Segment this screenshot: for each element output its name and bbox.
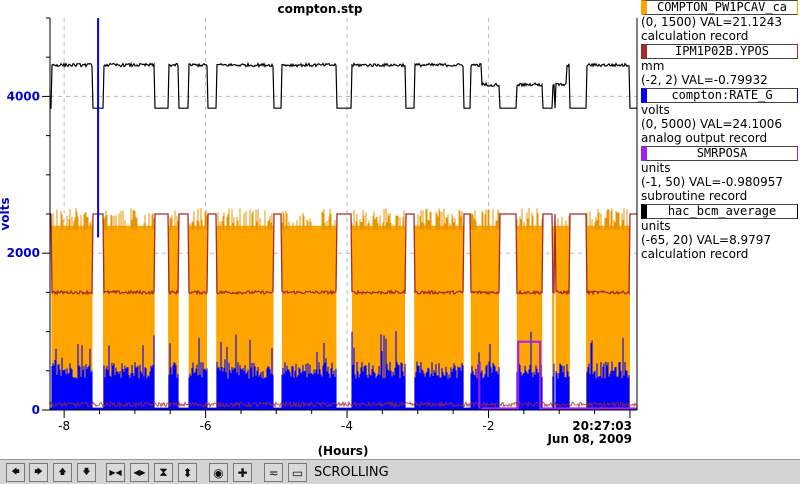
zoom-in-y-icon[interactable]: ⧗ xyxy=(154,463,173,482)
x-tick-label: -6 xyxy=(200,419,212,433)
y-tick-label: 4000 xyxy=(7,89,40,103)
legend-entry-name[interactable]: compton:RATE_G xyxy=(641,88,798,103)
end-time-label: 20:27:03 xyxy=(572,419,632,433)
chart[interactable]: -8 -6 -4 -2 0 2000 4000 volts (Hours) 20:27:03Jun… xyxy=(0,0,800,459)
legend-units: units xyxy=(641,219,671,233)
pan-right-icon[interactable]: 🡆 xyxy=(29,463,48,482)
legend-record-type: analog output record xyxy=(641,131,768,145)
y-tick-label: 0 xyxy=(32,403,40,417)
add-icon[interactable]: ✚ xyxy=(233,463,252,482)
legend-record-type: calculation record xyxy=(641,29,749,43)
stagger-icon[interactable]: ≂ xyxy=(264,463,283,482)
zoom-in-x-icon[interactable]: ▶◀ xyxy=(106,463,125,482)
legend-range-value: (0, 5000) VAL=24.1006 xyxy=(641,117,782,131)
axis-labels: -8 -6 -4 -2 0 2000 4000 volts (Hours) 20:27:03Jun… xyxy=(0,89,632,458)
reset-icon[interactable]: ◉ xyxy=(209,463,228,482)
legend-range-value: (0, 1500) VAL=21.1243 xyxy=(641,15,782,29)
legend-entry-name[interactable]: hac_bcm_average xyxy=(641,204,798,219)
config-icon[interactable]: ▭ xyxy=(288,463,307,482)
legend-units: volts xyxy=(641,103,670,117)
legend-entry-name[interactable]: COMPTON_PW1PCAV_ca xyxy=(641,0,798,15)
legend-entry-name[interactable]: SMRPOSA xyxy=(641,146,798,161)
legend-record-type: subroutine record xyxy=(641,189,748,203)
series-ipm1p02b-ypos xyxy=(50,213,637,296)
pan-down-icon[interactable]: 🡇 xyxy=(77,463,96,482)
zoom-out-y-icon[interactable]: ⬍ xyxy=(178,463,197,482)
legend-record-type: calculation record xyxy=(641,247,749,261)
x-tick-label: -8 xyxy=(58,419,70,433)
series-compton-pw1pcav-spikes xyxy=(52,207,628,230)
pan-up-icon[interactable]: 🡅 xyxy=(53,463,72,482)
series-compton-pw1pcav-fill xyxy=(555,225,570,410)
y-axis-label: volts xyxy=(0,197,12,230)
series-smrposa xyxy=(481,340,637,410)
status-text: SCROLLING xyxy=(314,465,389,480)
y-tick-label: 2000 xyxy=(7,246,40,260)
series-compton-pw1pcav-fill xyxy=(168,225,179,410)
plot-title: compton.stp xyxy=(277,2,363,16)
series-hac-bcm-average xyxy=(50,61,637,109)
legend-units: mm xyxy=(641,59,665,73)
axes xyxy=(42,17,638,418)
legend-units: units xyxy=(641,161,671,175)
series-layer xyxy=(49,18,638,410)
toolbar: SCROLLING 🡄 🡆 🡅 🡇 ▶◀ ◀▶ ⧗ ⬍ ◉ ✚ ≂ ▭ xyxy=(0,459,800,484)
legend-range-value: (-1, 50) VAL=-0.980957 xyxy=(641,175,784,189)
legend-range-value: (-65, 20) VAL=8.9797 xyxy=(641,233,772,247)
pan-left-icon[interactable]: 🡄 xyxy=(6,463,25,482)
end-date-label: Jun 08, 2009 xyxy=(546,432,632,446)
legend-entry-name[interactable]: IPM1P02B.YPOS xyxy=(641,44,798,59)
x-tick-label: -4 xyxy=(341,419,353,433)
series-compton-pw1pcav-fill xyxy=(552,225,555,410)
x-axis-label: (Hours) xyxy=(318,444,369,458)
legend-range-value: (-2, 2) VAL=-0.79932 xyxy=(641,73,768,87)
zoom-out-x-icon[interactable]: ◀▶ xyxy=(130,463,149,482)
x-tick-label: -2 xyxy=(482,419,494,433)
